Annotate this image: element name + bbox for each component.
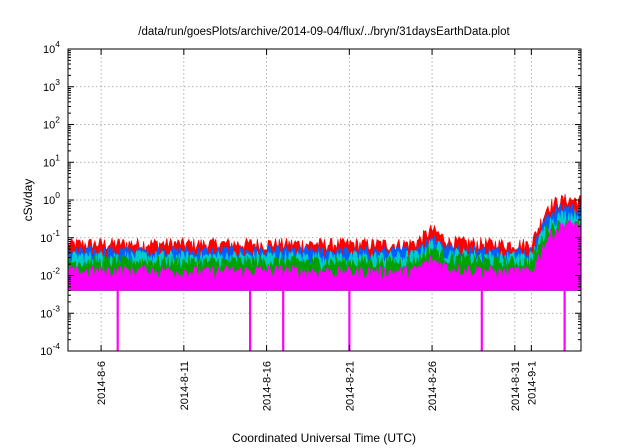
grid bbox=[68, 49, 581, 351]
data-dropout-6 bbox=[563, 290, 566, 351]
x-tick-label: 2014-8-21 bbox=[344, 361, 356, 411]
y-tick-label: 103 bbox=[43, 77, 60, 94]
axis-ticks: 10-4 10-3 10-2 10-1 100 101 102 103 104 2014-8-6 2… bbox=[40, 39, 581, 411]
y-tick-label: 10-1 bbox=[40, 228, 60, 245]
data-dropout-3 bbox=[282, 290, 285, 351]
data-dropout-1 bbox=[116, 290, 119, 351]
y-tick-label: 100 bbox=[43, 190, 60, 207]
y-tick-label: 102 bbox=[43, 115, 60, 132]
y-tick-label: 101 bbox=[43, 152, 60, 169]
x-axis-label: Coordinated Universal Time (UTC) bbox=[232, 431, 416, 445]
x-tick-label: 2014-8-16 bbox=[262, 361, 274, 411]
y-axis-label: cSv/day bbox=[21, 179, 35, 222]
series-area-5 bbox=[68, 218, 581, 291]
x-tick-label: 2014-8-31 bbox=[510, 361, 522, 411]
y-tick-label: 104 bbox=[43, 39, 60, 56]
data-dropout-2 bbox=[249, 290, 252, 351]
data-dropout-4 bbox=[348, 290, 351, 351]
chart-title: /data/run/goesPlots/archive/2014-09-04/f… bbox=[138, 26, 510, 38]
x-tick-label: 2014-8-26 bbox=[427, 361, 439, 411]
data-dropout-5 bbox=[480, 290, 483, 351]
x-tick-label: 2014-8-6 bbox=[96, 361, 108, 405]
y-tick-label: 10-4 bbox=[40, 341, 60, 358]
data-area bbox=[68, 193, 581, 351]
y-tick-label: 10-2 bbox=[40, 266, 60, 283]
x-tick-label: 2014-8-11 bbox=[179, 361, 191, 410]
y-tick-label: 10-3 bbox=[40, 303, 60, 320]
x-tick-label: 2014-9-1 bbox=[526, 361, 538, 405]
